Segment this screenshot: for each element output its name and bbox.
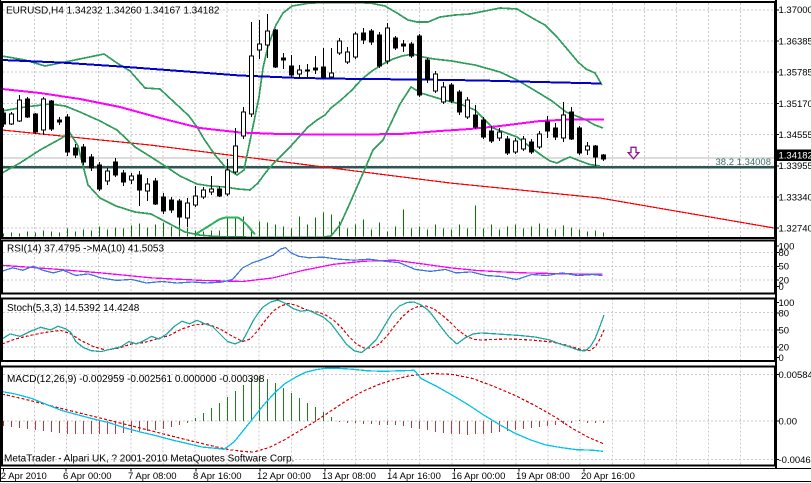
svg-text:14 Apr 16:00: 14 Apr 16:00 [387,471,441,482]
svg-text:RSI(14) 37.4795 ->MA(10) 41.5: RSI(14) 37.4795 ->MA(10) 41.5053 [7,244,164,255]
svg-text:100: 100 [779,298,795,309]
svg-text:20: 20 [779,275,790,286]
svg-text:1.32740: 1.32740 [779,224,811,235]
svg-text:12 Apr 00:00: 12 Apr 00:00 [257,471,311,482]
svg-text:19 Apr 08:00: 19 Apr 08:00 [516,471,570,482]
svg-text:13 Apr 08:00: 13 Apr 08:00 [322,471,376,482]
svg-text:50: 50 [779,262,790,273]
svg-text:50: 50 [779,325,790,336]
svg-text:EURUSD,H4 1.34232 1.34260 1.3: EURUSD,H4 1.34232 1.34260 1.34167 1.3418… [6,6,220,17]
svg-text:0.00584: 0.00584 [779,370,811,381]
svg-text:1.37000: 1.37000 [779,5,811,16]
svg-text:MetaTrader - Alpari UK, ? 2001: MetaTrader - Alpari UK, ? 2001-2010 Meta… [4,454,294,465]
svg-text:7 Apr 08:00: 7 Apr 08:00 [128,471,177,482]
svg-text:Stoch(5,3,3) 14.5392 14.4248: Stoch(5,3,3) 14.5392 14.4248 [7,303,140,314]
svg-text:20: 20 [779,342,790,353]
svg-text:1.36385: 1.36385 [779,36,811,47]
svg-text:-0.00460: -0.00460 [779,455,811,466]
svg-text:2 Apr 2010: 2 Apr 2010 [1,471,47,482]
svg-text:16 Apr 00:00: 16 Apr 00:00 [452,471,506,482]
svg-text:0.00: 0.00 [779,416,798,427]
svg-text:1.34555: 1.34555 [779,130,811,141]
svg-text:8 Apr 16:00: 8 Apr 16:00 [193,471,242,482]
svg-text:0: 0 [779,282,784,293]
svg-text:1.34182: 1.34182 [779,151,811,162]
svg-text:0: 0 [779,353,784,364]
svg-text:100: 100 [779,241,795,252]
svg-text:1.35170: 1.35170 [779,99,811,110]
svg-text:6 Apr 00:00: 6 Apr 00:00 [63,471,112,482]
svg-text:MACD(12,26,9) -0.002959 -0.002: MACD(12,26,9) -0.002959 -0.002561 0.0000… [7,374,265,385]
svg-text:38.2 1.34008: 38.2 1.34008 [716,157,771,168]
svg-text:20 Apr 16:00: 20 Apr 16:00 [581,471,635,482]
svg-text:80: 80 [779,248,790,259]
svg-text:1.33340: 1.33340 [779,192,811,203]
svg-text:80: 80 [779,308,790,319]
svg-text:1.33955: 1.33955 [779,161,811,172]
svg-text:1.35785: 1.35785 [779,68,811,79]
